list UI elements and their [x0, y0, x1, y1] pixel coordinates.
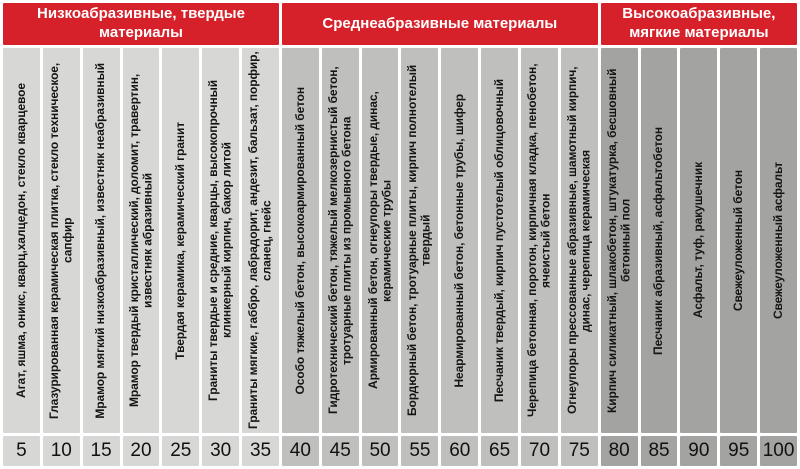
material-cell: Песчаник абразивный, асфальтобетон [640, 48, 678, 433]
material-cell: Особо тяжелый бетон, высокоармированный … [281, 48, 319, 433]
material-cell: Кирпич силикатный, шлакобетон, штукатурк… [600, 48, 638, 433]
abrasiveness-value-cell: 85 [640, 436, 678, 466]
material-cell: Песчаник твердый, кирпич пустотелый обли… [481, 48, 519, 433]
material-cell: Армированный бетон, огнеупоры твердые, д… [361, 48, 399, 433]
material-label: Твердая керамика, керамический гранит [173, 121, 188, 360]
abrasiveness-value-cell: 80 [600, 436, 638, 466]
material-cell: Мрамор твердый кристаллический, доломит,… [122, 48, 160, 433]
material-label: Граниты твердые и средние, кварцы, высок… [206, 79, 234, 402]
material-label: Кирпич силикатный, шлакобетон, штукатурк… [604, 68, 633, 413]
material-cell: Граниты мягкие, габбро, лабрадорит, анде… [242, 48, 279, 433]
group-header-1: Среднеабразивные материалы [281, 3, 598, 45]
material-label: Огнеупоры прессованные абразивные, шамот… [564, 66, 593, 415]
material-label: Армированный бетон, огнеупоры твердые, д… [365, 91, 394, 390]
abrasiveness-value-cell: 35 [242, 436, 279, 466]
abrasiveness-value-cell: 100 [760, 436, 797, 466]
material-label: Черепица бетонная, поротон, кирпичная кл… [525, 63, 553, 418]
abrasiveness-value-cell: 90 [680, 436, 718, 466]
abrasiveness-value-cell: 95 [720, 436, 758, 466]
material-cell: Свежеуложенный бетон [720, 48, 758, 433]
material-cell: Глазурированная керамическая плитка, сте… [42, 48, 80, 433]
abrasiveness-value-cell: 70 [521, 436, 558, 466]
material-label: Мрамор твердый кристаллический, доломит,… [126, 73, 154, 408]
material-cell: Асфальт, туф, ракушечник [680, 48, 718, 433]
abrasiveness-value-cell: 10 [42, 436, 80, 466]
abrasiveness-value-cell: 75 [560, 436, 598, 466]
group-header-2: Высокоабразивные, мягкие материалы [600, 3, 797, 45]
material-cell: Огнеупоры прессованные абразивные, шамот… [560, 48, 598, 433]
material-label: Бордюрный бетон, тротуарные плиты, кирпи… [405, 64, 433, 417]
material-label: Агат, яшма, оникс, кварц,халцедон, стекл… [13, 83, 28, 398]
material-cell: Неармированный бетон, бетонные трубы, ши… [441, 48, 479, 433]
material-label: Особо тяжелый бетон, высокоармированный … [292, 86, 307, 395]
material-label: Свежеуложенный бетон [731, 169, 745, 312]
material-cell: Твердая керамика, керамический гранит [162, 48, 200, 433]
abrasiveness-value-cell: 50 [361, 436, 399, 466]
material-label: Мрамор мягкий низкоабразивный, известняк… [93, 62, 108, 419]
material-label: Гидротехнический бетон, тяжелый мелкозер… [325, 66, 354, 415]
material-label: Глазурированная керамическая плитка, сте… [46, 62, 75, 419]
abrasiveness-value-cell: 20 [122, 436, 160, 466]
material-label: Свежеуложенный асфальт [770, 161, 785, 320]
abrasiveness-value-cell: 15 [82, 436, 120, 466]
material-cell: Мрамор мягкий низкоабразивный, известняк… [82, 48, 120, 433]
group-header-0: Низкоабразивные, твердые материалы [3, 3, 279, 45]
material-cell: Гидротехнический бетон, тяжелый мелкозер… [321, 48, 359, 433]
material-label: Неармированный бетон, бетонные трубы, ши… [452, 93, 467, 388]
abrasiveness-value-cell: 40 [281, 436, 319, 466]
abrasiveness-value-cell: 65 [481, 436, 519, 466]
material-label: Асфальт, туф, ракушечник [691, 162, 706, 319]
abrasiveness-value-cell: 60 [441, 436, 479, 466]
abrasiveness-value-cell: 5 [3, 436, 40, 466]
material-label: Песчаник твердый, кирпич пустотелый обли… [491, 78, 506, 403]
abrasiveness-value-cell: 45 [321, 436, 359, 466]
material-label: Песчаник абразивный, асфальтобетон [651, 126, 666, 355]
material-cell: Граниты твердые и средние, кварцы, высок… [202, 48, 240, 433]
material-label: Граниты мягкие, габбро, лабрадорит, анде… [246, 51, 274, 430]
material-cell: Агат, яшма, оникс, кварц,халцедон, стекл… [3, 48, 40, 433]
material-cell: Черепица бетонная, поротон, кирпичная кл… [521, 48, 558, 433]
material-cell: Бордюрный бетон, тротуарные плиты, кирпи… [401, 48, 439, 433]
abrasiveness-value-cell: 55 [401, 436, 439, 466]
abrasiveness-value-cell: 30 [202, 436, 240, 466]
abrasiveness-value-cell: 25 [162, 436, 200, 466]
material-cell: Свежеуложенный асфальт [760, 48, 797, 433]
